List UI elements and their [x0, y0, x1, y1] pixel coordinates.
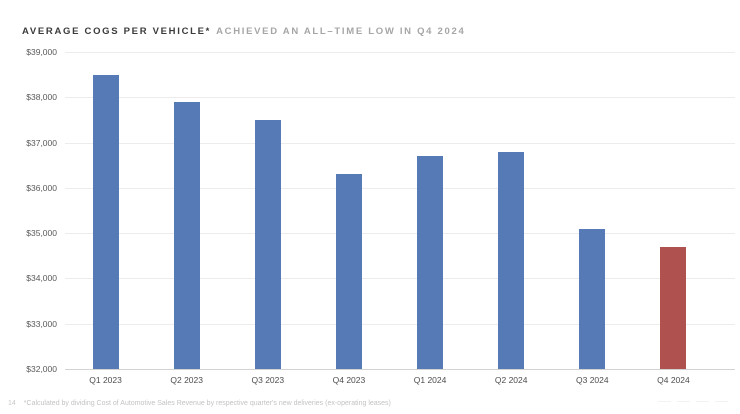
bar-q4-2023 [335, 174, 362, 369]
title-secondary: ACHIEVED AN ALL–TIME LOW IN Q4 2024 [216, 26, 466, 37]
x-axis-label-q4-2024: Q4 2024 [657, 375, 690, 385]
y-axis-tick-label: $36,000 [26, 182, 57, 193]
bar-slot [471, 52, 552, 369]
gridline [65, 233, 735, 235]
bar-slot [227, 52, 308, 369]
bar-slot [308, 52, 389, 369]
x-axis-label-q3-2024: Q3 2024 [576, 375, 609, 385]
x-axis: Q1 2023 Q2 2023 Q3 2023 Q4 2023 Q1 2024 Q2 20… [65, 375, 714, 385]
x-axis-label-q4-2023: Q4 2023 [332, 375, 366, 385]
bar-q1-2024 [417, 156, 444, 369]
y-axis-tick-label: $33,000 [26, 318, 57, 329]
x-axis-label-q2-2023: Q2 2023 [170, 375, 203, 385]
gridline [65, 142, 735, 144]
bar-series [65, 52, 714, 369]
y-axis-tick-label: $39,000 [26, 47, 57, 57]
bar-q2-2023 [173, 101, 200, 369]
bar-slot [633, 52, 714, 369]
bar-q4-2024 [660, 246, 687, 369]
bar-slot [65, 52, 146, 369]
bar-chart [65, 52, 735, 370]
y-axis-tick-label: $32,000 [26, 364, 57, 374]
footer: 14 *Calculated by dividing Cost of Automo… [8, 400, 391, 407]
bar-q2-2024 [498, 151, 525, 369]
bar-q1-2023 [92, 74, 119, 369]
footnote: *Calculated by dividing Cost of Automoti… [23, 400, 391, 407]
y-axis: $39,000 $38,000 $37,000 $36,000 $35,000 $34,0… [0, 47, 57, 374]
y-axis-tick-label: $37,000 [26, 137, 57, 148]
page-title: AVERAGE COGS PER VEHICLE* ACHIEVED AN ALL… [22, 26, 465, 37]
bar-slot [390, 52, 471, 369]
bar-q3-2023 [254, 119, 281, 369]
faint-watermark [658, 398, 728, 404]
bar-q3-2024 [579, 228, 606, 369]
gridline [65, 97, 735, 99]
x-axis-label-q1-2023: Q1 2023 [89, 375, 122, 385]
title-primary: AVERAGE COGS PER VEHICLE* [22, 26, 212, 37]
x-axis-label-q2-2024: Q2 2024 [494, 375, 528, 385]
x-axis-label-q3-2023: Q3 2023 [251, 375, 285, 385]
gridline [65, 187, 735, 189]
page-number: 14 [8, 400, 16, 407]
gridline [65, 52, 735, 53]
y-axis-tick-label: $34,000 [26, 273, 57, 284]
gridline [65, 278, 735, 280]
y-axis-tick-label: $35,000 [26, 228, 57, 239]
y-axis-tick-label: $38,000 [26, 92, 57, 103]
gridline [65, 323, 735, 325]
x-axis-label-q1-2024: Q1 2024 [413, 375, 447, 385]
x-axis-baseline [65, 369, 735, 370]
bar-slot [552, 52, 633, 369]
bar-slot [146, 52, 227, 369]
